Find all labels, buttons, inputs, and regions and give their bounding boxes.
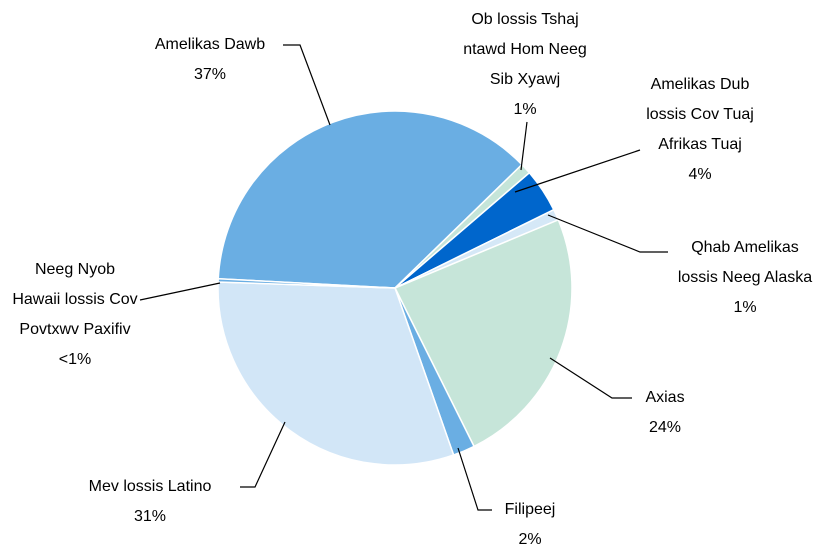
pie-slice — [217, 281, 455, 466]
slice-label: Amelikas Dawb — [155, 36, 265, 53]
leader-line — [283, 44, 331, 126]
slice-label: Amelikas Dub — [651, 76, 750, 93]
slice-label: Povtxwv Paxifiv — [19, 321, 130, 338]
value-label: 37% — [194, 66, 226, 83]
slice-label: ntawd Hom Neeg — [463, 41, 587, 58]
slice-label: Sib Xyawj — [490, 71, 560, 88]
pie-slice — [217, 110, 523, 289]
leader-line — [549, 357, 632, 399]
leader-line — [514, 149, 641, 193]
leader-line — [457, 447, 492, 511]
value-label: 1% — [513, 101, 536, 118]
leader-line — [520, 121, 528, 171]
slice-label: Ob lossis Tshaj — [471, 11, 578, 28]
slice-label: Filipeej — [505, 501, 556, 518]
leader-line — [139, 282, 221, 301]
slice-label: lossis Cov Tuaj — [646, 106, 754, 123]
pie-slice — [217, 277, 396, 289]
value-label: 1% — [733, 299, 756, 316]
pie-slice — [393, 218, 573, 448]
leader-line — [240, 421, 286, 488]
slice-label: Neeg Nyob — [35, 261, 115, 278]
slice-label: Afrikas Tuaj — [658, 136, 742, 153]
slice-label: Hawaii lossis Cov — [12, 291, 137, 308]
slice-label: Qhab Amelikas — [691, 239, 799, 256]
value-label: 31% — [134, 508, 166, 525]
slice-label: Axias — [645, 389, 684, 406]
value-label: 24% — [649, 419, 681, 436]
value-label: <1% — [59, 351, 91, 368]
slice-label: lossis Neeg Alaska — [678, 269, 812, 286]
value-label: 2% — [518, 531, 541, 546]
slice-label: Mev lossis Latino — [89, 478, 212, 495]
leader-line — [547, 214, 668, 253]
value-label: 4% — [688, 166, 711, 183]
